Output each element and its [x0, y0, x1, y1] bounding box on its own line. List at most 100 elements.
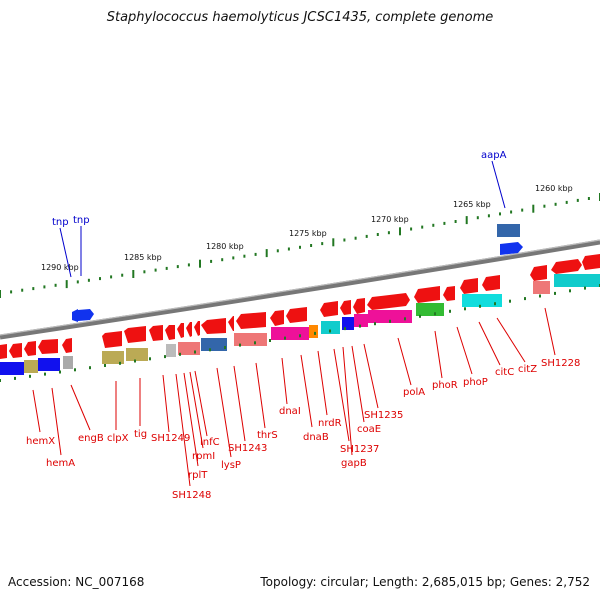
ruler-minor-tick [164, 355, 166, 359]
ruler-minor-tick [179, 352, 181, 356]
ruler-minor-tick [543, 204, 546, 208]
ruler-minor-tick [254, 341, 256, 345]
ruler-label-1260: 1260 kbp [535, 184, 573, 193]
gene-label: engB [78, 433, 104, 444]
ruler-major-tick [332, 238, 335, 247]
ruler-minor-tick [284, 336, 286, 340]
ruler-minor-tick [494, 302, 496, 306]
ruler-minor-tick [299, 334, 301, 338]
gene-label: lysP [221, 460, 241, 471]
gene-label: tnp [73, 215, 90, 226]
category-box [309, 325, 318, 338]
ruler-minor-tick [154, 268, 157, 272]
ruler-minor-tick [434, 312, 436, 316]
category-box [0, 362, 24, 375]
ruler-minor-tick [404, 317, 406, 321]
category-box [554, 274, 600, 287]
gene-label: SH1237 [340, 444, 379, 455]
gene-label: rpmI [192, 451, 215, 462]
gene-label: clpX [107, 433, 129, 444]
ruler-minor-tick [510, 210, 513, 214]
gene-label: aapA [481, 150, 507, 161]
ruler-minor-tick [44, 372, 46, 376]
ruler-minor-tick [464, 307, 466, 311]
gene-label: SH1243 [228, 443, 267, 454]
ruler-minor-tick [165, 266, 168, 270]
gene-arrow [165, 325, 175, 340]
ruler-minor-tick [269, 339, 271, 342]
gene-arrow [72, 309, 78, 322]
ruler-minor-tick [329, 329, 331, 333]
ruler-major-tick [465, 216, 468, 225]
gene-arrow [236, 312, 266, 329]
ruler-minor-tick [314, 331, 316, 335]
ruler-minor-tick [499, 212, 501, 216]
ruler-minor-tick [14, 376, 16, 380]
topology-label: Topology: circular; Length: 2,685,015 bp… [260, 575, 590, 589]
ruler-label-1270: 1270 kbp [371, 215, 409, 224]
gene-arrow [551, 259, 582, 274]
gene-arrow [38, 339, 58, 354]
gene-arrow [102, 331, 122, 348]
ruler-major-tick [399, 227, 401, 236]
ruler-minor-tick [29, 374, 31, 378]
ruler-minor-tick [76, 280, 79, 284]
ruler-major-tick [65, 280, 68, 289]
category-box [271, 327, 309, 340]
ruler-minor-tick [374, 322, 376, 326]
ruler-minor-tick [221, 258, 224, 262]
gene-arrow [194, 321, 200, 336]
ruler-minor-tick [89, 366, 91, 370]
map-title: Staphylococcus haemolyticus JCSC1435, co… [106, 10, 494, 25]
ruler-minor-tick [387, 231, 390, 235]
category-box [497, 224, 520, 237]
category-box [354, 314, 368, 327]
gene-label: thrS [257, 430, 278, 441]
gene-arrow [177, 323, 184, 338]
ruler-minor-tick [110, 275, 113, 279]
category-box [24, 360, 38, 373]
ruler-minor-tick [365, 234, 368, 238]
ruler-label-1290: 1290 kbp [41, 263, 79, 272]
outer-ruler [0, 193, 600, 298]
ruler-minor-tick [104, 364, 106, 367]
category-box [126, 348, 148, 361]
gene-label: SH1248 [172, 490, 211, 501]
ruler-minor-tick [32, 287, 35, 291]
ruler-minor-tick [119, 361, 121, 365]
gene-label: hemA [46, 458, 75, 469]
category-box [321, 321, 340, 334]
category-box [416, 303, 444, 316]
ruler-minor-tick [43, 285, 46, 289]
ruler-minor-tick [509, 299, 511, 303]
ruler-minor-tick [432, 223, 435, 227]
category-box [102, 351, 124, 364]
gene-arrow [9, 343, 22, 358]
ruler-minor-tick [389, 319, 391, 323]
category-box [462, 294, 502, 307]
ruler-major-tick [265, 249, 268, 258]
ruler-major-tick [199, 259, 201, 268]
ruler-minor-tick [539, 294, 541, 298]
ruler-minor-tick [521, 208, 524, 212]
gene-arrow [0, 344, 7, 359]
ruler-minor-tick [321, 242, 324, 246]
ruler-major-tick [532, 204, 535, 213]
gene-arrow [62, 338, 72, 353]
gene-arrow [228, 316, 234, 331]
gene-arrow [530, 265, 547, 281]
gene-arrow [24, 341, 36, 356]
ruler-minor-tick [0, 379, 1, 382]
ruler-minor-tick [59, 370, 61, 374]
ruler-minor-tick [524, 297, 526, 301]
ruler-minor-tick [354, 236, 357, 240]
ruler-minor-tick [243, 254, 246, 258]
genome-backbone [0, 239, 600, 340]
category-box [368, 310, 412, 323]
inner-ruler [0, 284, 600, 382]
gene-arrow [78, 309, 94, 321]
ruler-minor-tick [554, 291, 556, 295]
label-leader-lines [32, 307, 556, 487]
category-box [38, 358, 60, 371]
